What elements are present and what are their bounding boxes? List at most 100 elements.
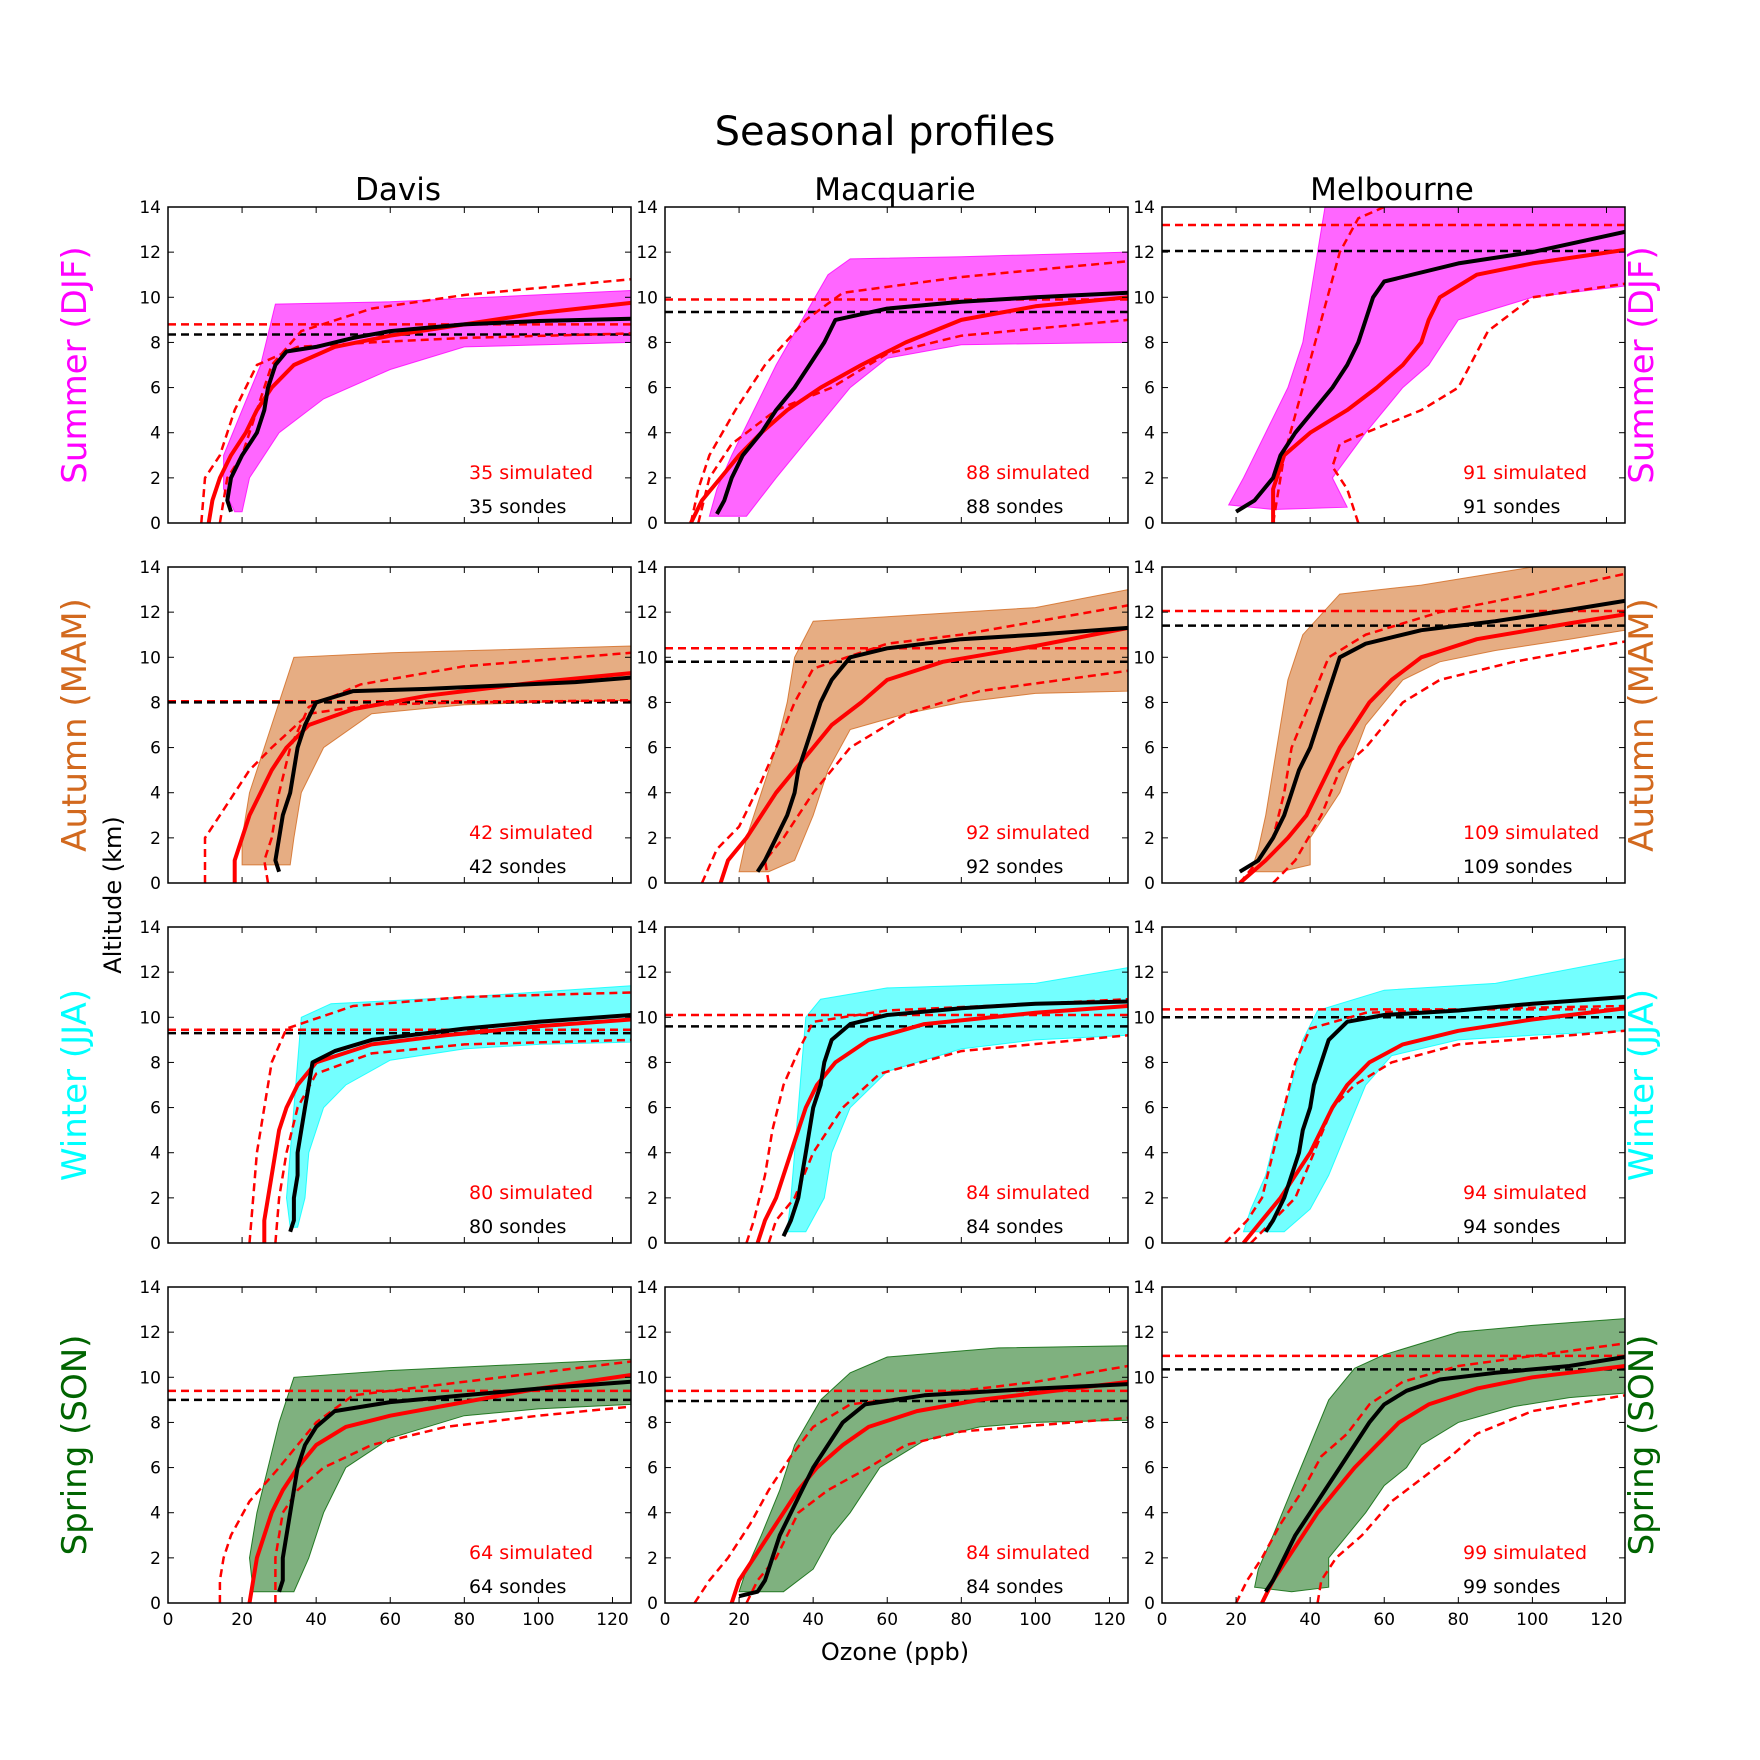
y-tick-label: 2: [1144, 1549, 1155, 1569]
x-tick-label: 60: [876, 1610, 898, 1630]
x-tick-label: 0: [660, 1610, 671, 1630]
y-tick-label: 12: [1133, 243, 1155, 263]
simulated-mean-line: [1241, 1006, 1625, 1243]
sonde-range-band: [1227, 207, 1625, 511]
simulated-count-label: 64 simulated: [469, 1542, 593, 1564]
sondes-count-label: 84 sondes: [966, 1576, 1063, 1598]
season-months: (MAM): [55, 598, 95, 706]
y-tick-label: 2: [1144, 829, 1155, 849]
x-tick-label: 20: [231, 1610, 253, 1630]
y-tick-label: 4: [1144, 424, 1155, 444]
season-name: Summer: [1622, 329, 1662, 484]
sonde-mean-line: [1238, 598, 1625, 874]
panel-frame: [1161, 1286, 1626, 1604]
plot-area-r3c0: [168, 1358, 631, 1603]
simulated-p90-line: [1331, 282, 1625, 523]
simulated-mean-line: [718, 625, 1128, 883]
y-tick-label: 4: [150, 1144, 161, 1164]
y-tick-label: 12: [1133, 1323, 1155, 1343]
sondes-count-label: 64 sondes: [469, 1576, 566, 1598]
panel-r1c1: 0 2 4 6 8 10 12 14 92 simulated 92 sondes: [636, 558, 1129, 894]
simulated-mean-line: [729, 1379, 1128, 1603]
sonde-mean-line: [277, 1379, 631, 1593]
y-tick-label: 14: [1133, 198, 1155, 218]
panel-r2c2: 0 2 4 6 8 10 12 14 94 simulated 94 sondes: [1133, 918, 1626, 1254]
x-tick-label: 60: [379, 1610, 401, 1630]
y-tick-label: 8: [1144, 333, 1155, 353]
y-tick-label: 6: [150, 379, 161, 399]
y-tick-label: 0: [647, 514, 658, 534]
season-months: (JJA): [1622, 989, 1662, 1058]
plot-area-r2c2: [1162, 958, 1625, 1243]
x-tick-label: 20: [728, 1610, 750, 1630]
y-tick-label: 4: [150, 1504, 161, 1524]
season-months: (JJA): [55, 989, 95, 1058]
season-name: Spring: [1622, 1435, 1662, 1556]
y-tick-label: 10: [139, 648, 161, 668]
column-title-melbourne: Melbourne: [1310, 172, 1474, 208]
sonde-mean-line: [1264, 1355, 1625, 1593]
column-title-macquarie: Macquarie: [814, 172, 976, 208]
season-months: (MAM): [1622, 598, 1662, 706]
y-tick-label: 6: [647, 739, 658, 759]
plot-area-r2c1: [665, 967, 1128, 1243]
simulated-mean-line: [1260, 1364, 1625, 1603]
simulated-p90-line: [767, 1034, 1128, 1243]
y-tick-label: 12: [139, 243, 161, 263]
y-tick-label: 6: [150, 1099, 161, 1119]
y-tick-label: 4: [647, 424, 658, 444]
y-tick-label: 4: [1144, 1144, 1155, 1164]
sondes-count-label: 84 sondes: [966, 1216, 1063, 1238]
season-months: (DJF): [1622, 246, 1662, 328]
season-months: (SON): [55, 1335, 95, 1435]
sondes-count-label: 91 sondes: [1463, 496, 1560, 518]
y-tick-label: 6: [647, 379, 658, 399]
simulated-p90-line: [263, 651, 631, 883]
plot-area-r1c0: [168, 645, 631, 883]
plot-area-r3c2: [1162, 1318, 1625, 1603]
season-name: Winter: [55, 1058, 95, 1181]
simulated-p90-line: [274, 1405, 631, 1603]
y-tick-label: 4: [150, 784, 161, 804]
y-tick-label: 10: [139, 1368, 161, 1388]
y-tick-label: 6: [1144, 379, 1155, 399]
y-tick-label: 10: [1133, 288, 1155, 308]
sonde-mean-line: [781, 999, 1128, 1238]
y-tick-label: 12: [636, 243, 658, 263]
simulated-count-label: 80 simulated: [469, 1182, 593, 1204]
y-tick-label: 4: [150, 424, 161, 444]
y-tick-label: 2: [647, 1189, 658, 1209]
y-tick-label: 8: [150, 1413, 161, 1433]
simulated-count-label: 92 simulated: [966, 822, 1090, 844]
x-tick-label: 80: [453, 1610, 475, 1630]
plot-area-r1c1: [665, 589, 1128, 883]
panel-r1c0: 0 2 4 6 8 10 12 14 42 simulated 42 sondes: [139, 558, 632, 894]
y-tick-label: 8: [647, 1053, 658, 1073]
y-tick-label: 10: [636, 648, 658, 668]
y-tick-label: 0: [1144, 1594, 1155, 1614]
panel-frame: [1161, 566, 1626, 884]
season-name: Autumn: [1622, 707, 1662, 852]
panel-r2c1: 0 2 4 6 8 10 12 14 84 simulated 84 sondes: [636, 918, 1129, 1254]
row-label-right-autumn: Autumn (MAM): [1622, 598, 1662, 852]
y-tick-label: 8: [150, 333, 161, 353]
x-tick-label: 100: [522, 1610, 554, 1630]
panel-frame: [167, 566, 632, 884]
y-tick-label: 2: [1144, 1189, 1155, 1209]
x-tick-label: 0: [1157, 1610, 1168, 1630]
panel-r2c0: 0 2 4 6 8 10 12 14 80 simulated 80 sondes: [139, 918, 632, 1254]
sondes-count-label: 42 sondes: [469, 856, 566, 878]
simulated-p10-line: [700, 604, 1128, 883]
y-tick-label: 14: [1133, 1278, 1155, 1298]
row-label-left-autumn: Autumn (MAM): [55, 598, 95, 852]
y-tick-label: 14: [636, 198, 658, 218]
plot-area-r0c0: [168, 277, 631, 523]
simulated-mean-line: [1271, 247, 1625, 523]
panel-frame: [1161, 926, 1626, 1244]
y-tick-label: 8: [1144, 1053, 1155, 1073]
y-tick-label: 0: [1144, 1234, 1155, 1254]
y-tick-label: 14: [1133, 918, 1155, 938]
y-tick-label: 6: [647, 1459, 658, 1479]
sonde-mean-line: [273, 675, 631, 873]
